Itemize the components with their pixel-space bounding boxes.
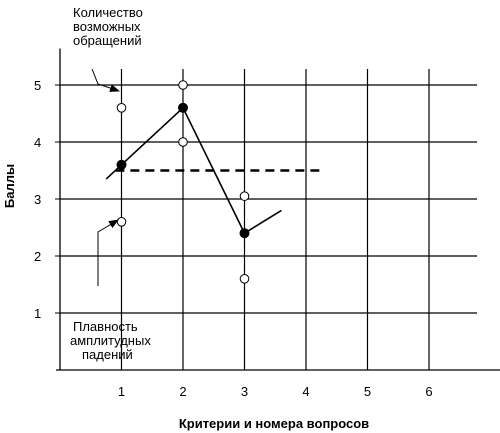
annotation-bottom-arrow (97, 219, 119, 286)
series-main-point-2 (178, 102, 188, 113)
y-tick-label-4: 4 (34, 135, 41, 150)
annotation-bottom: Плавность амплитудных падений (70, 219, 151, 362)
annotation-bottom-line-2: амплитудных (70, 333, 151, 348)
open-point-1 (116, 103, 127, 113)
annotation-bottom-line-3: падений (82, 347, 133, 362)
annotation-top-line-3: обращений (73, 33, 142, 48)
annotation-top-arrow (91, 68, 120, 92)
open-point-2 (116, 217, 127, 227)
x-tick-label-1: 1 (118, 384, 125, 399)
annotation-bottom-line-1: Плавность (73, 319, 138, 334)
open-point-4 (178, 137, 188, 147)
x-tick-label-4: 4 (302, 384, 309, 399)
series-main-point-1 (116, 159, 127, 170)
y-tick-label-2: 2 (34, 249, 41, 264)
series-main-point-3 (239, 228, 250, 239)
open-point-3 (178, 80, 188, 90)
y-tick-label-3: 3 (34, 192, 41, 207)
tick-labels: 1 2 3 4 5 1 2 3 4 5 6 (34, 78, 433, 399)
annotation-top: Количество возможных обращений (73, 5, 143, 92)
y-axis-title: Баллы (2, 164, 17, 208)
open-point-5 (239, 191, 250, 201)
annotation-top-line-2: возможных (73, 19, 141, 34)
series (105, 80, 282, 284)
y-tick-label-1: 1 (34, 306, 41, 321)
open-point-6 (239, 274, 250, 284)
x-tick-label-2: 2 (179, 384, 186, 399)
y-tick-label-5: 5 (34, 78, 41, 93)
axes (55, 48, 500, 371)
x-tick-label-5: 5 (364, 384, 371, 399)
x-tick-label-6: 6 (425, 384, 432, 399)
annotation-top-line-1: Количество (73, 5, 143, 20)
x-axis-title: Критерии и номера вопросов (179, 416, 369, 431)
x-tick-label-3: 3 (241, 384, 248, 399)
